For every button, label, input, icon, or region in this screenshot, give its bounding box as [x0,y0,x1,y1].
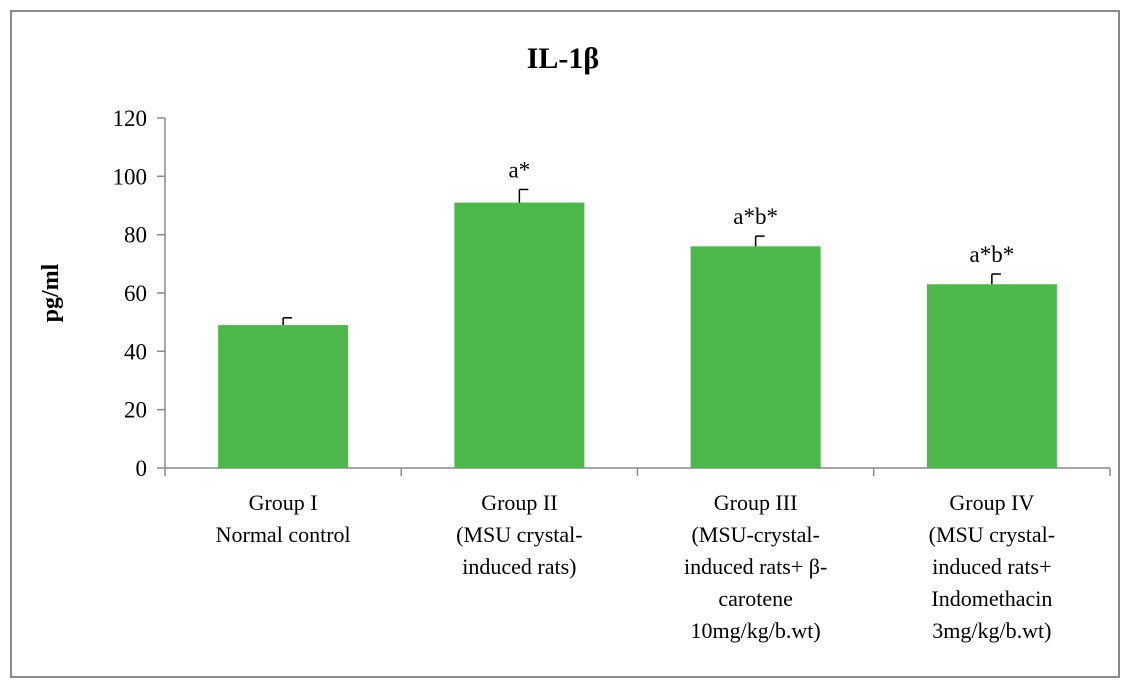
x-category-label: Group II [481,490,557,515]
x-category-label: (MSU-crystal- [691,522,819,547]
y-tick-label: 100 [113,164,148,189]
data-annotation: a* [509,157,531,182]
x-category-label: Group IV [949,490,1034,515]
x-category-label: induced rats+ β- [684,554,827,579]
y-tick-label: 20 [124,398,147,423]
bar [218,325,349,468]
y-tick-label: 0 [136,456,148,481]
x-category-label: carotene [718,586,793,611]
bar [454,202,585,469]
data-annotation: a*b* [733,204,778,229]
x-category-label: (MSU crystal- [929,522,1055,547]
y-tick-label: 80 [124,223,147,248]
x-category-label: 10mg/kg/b.wt) [691,618,821,643]
y-tick-label: 40 [124,339,147,364]
x-category-label: induced rats+ [932,554,1051,579]
x-category-label: induced rats) [462,554,576,579]
bar [690,246,821,468]
data-annotation: a*b* [970,242,1015,267]
chart-title: IL-1β [527,42,599,75]
bar [926,284,1057,468]
x-category-label: Group I [249,490,318,515]
y-axis-label: pg/ml [38,263,64,322]
y-tick-label: 120 [113,106,148,131]
x-category-label: 3mg/kg/b.wt) [932,618,1051,643]
x-category-label: (MSU crystal- [456,522,582,547]
x-category-label: Normal control [216,522,351,547]
plot-area: 0 20 40 60 80 100 120 Group I Normal control a* Gr… [113,106,1111,643]
x-category-label: Indomethacin [931,586,1052,611]
x-category-label: Group III [714,490,798,515]
y-tick-label: 60 [124,281,147,306]
